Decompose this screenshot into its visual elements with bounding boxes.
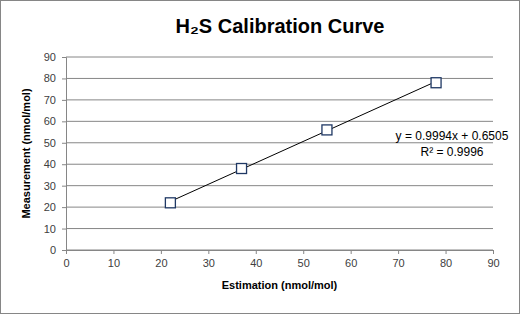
x-axis-line xyxy=(67,251,494,255)
x-tick-mark xyxy=(351,250,352,254)
grid-line xyxy=(66,121,493,122)
grid-line xyxy=(66,78,493,79)
y-axis: 0 10 20 30 40 50 60 70 80 90 xyxy=(44,51,67,256)
chart: 0 10 20 30 40 50 60 70 80 90 0 10 20 30 40 50 60 70 80 90 H₂… xyxy=(0,0,520,314)
x-tick: 80 xyxy=(440,250,452,269)
data-point xyxy=(237,164,247,174)
x-tick-mark xyxy=(493,250,494,254)
x-tick-label: 90 xyxy=(487,257,499,269)
x-tick-mark xyxy=(256,250,257,254)
x-tick-mark xyxy=(161,250,162,254)
x-tick: 50 xyxy=(298,250,310,269)
y-tick-mark xyxy=(62,186,66,187)
y-tick-mark xyxy=(62,229,66,230)
y-tick-mark xyxy=(62,250,66,251)
grid-line xyxy=(66,207,493,208)
y-tick: 10 xyxy=(44,223,66,235)
x-tick-label: 30 xyxy=(203,257,215,269)
y-tick-label: 20 xyxy=(44,201,56,213)
x-tick: 30 xyxy=(203,250,215,269)
chart-border xyxy=(1,1,520,314)
y-tick: 90 xyxy=(44,51,66,63)
grid-line xyxy=(66,99,493,100)
y-tick-label: 30 xyxy=(44,180,56,192)
x-tick: 20 xyxy=(155,250,167,269)
x-tick-mark xyxy=(446,250,447,254)
data-point xyxy=(322,125,332,135)
annotation: y = 0.9994x + 0.6505 xyxy=(396,129,509,143)
x-tick-label: 10 xyxy=(108,257,120,269)
x-tick: 0 xyxy=(63,250,69,269)
x-tick-mark xyxy=(303,250,304,254)
x-tick: 10 xyxy=(108,250,120,269)
y-axis-title: Measurement (nmol/mol) xyxy=(20,88,32,219)
x-tick-label: 70 xyxy=(392,257,404,269)
x-tick-label: 0 xyxy=(63,257,69,269)
grid xyxy=(66,57,493,250)
x-tick: 70 xyxy=(392,250,404,269)
y-axis-line xyxy=(62,58,67,251)
grid-line xyxy=(66,164,493,165)
y-tick-label: 50 xyxy=(44,137,56,149)
y-tick: 70 xyxy=(44,94,66,106)
x-tick-label: 50 xyxy=(298,257,310,269)
y-tick: 20 xyxy=(44,201,66,213)
y-tick: 40 xyxy=(44,158,66,170)
x-tick-mark xyxy=(208,250,209,254)
y-tick-mark xyxy=(62,121,66,122)
y-tick-mark xyxy=(62,100,66,101)
x-tick-mark xyxy=(113,250,114,254)
data-point xyxy=(431,78,441,88)
y-tick-label: 10 xyxy=(44,223,56,235)
y-tick-mark xyxy=(62,207,66,208)
x-tick: 40 xyxy=(250,250,262,269)
y-tick-mark xyxy=(62,78,66,79)
x-axis-title: Estimation (nmol/mol) xyxy=(222,279,338,291)
y-tick-mark xyxy=(62,143,66,144)
chart-title: H₂S Calibration Curve xyxy=(176,15,385,37)
y-tick: 0 xyxy=(50,244,66,256)
y-tick-label: 70 xyxy=(44,94,56,106)
y-tick: 50 xyxy=(44,137,66,149)
x-tick-label: 60 xyxy=(345,257,357,269)
y-tick: 30 xyxy=(44,180,66,192)
data-point xyxy=(165,198,175,208)
x-tick: 90 xyxy=(487,250,499,269)
x-axis: 0 10 20 30 40 50 60 70 80 90 xyxy=(63,250,499,269)
x-tick-mark xyxy=(398,250,399,254)
annotation: R² = 0.9996 xyxy=(420,145,483,159)
y-tick-label: 60 xyxy=(44,115,56,127)
y-tick-label: 90 xyxy=(44,51,56,63)
grid-line xyxy=(66,228,493,229)
y-tick-label: 80 xyxy=(44,72,56,84)
x-tick-label: 40 xyxy=(250,257,262,269)
grid-line xyxy=(66,185,493,186)
y-tick-mark xyxy=(62,164,66,165)
x-tick-label: 80 xyxy=(440,257,452,269)
grid-line xyxy=(66,57,493,58)
y-tick-label: 40 xyxy=(44,158,56,170)
y-tick-mark xyxy=(62,57,66,58)
y-tick: 80 xyxy=(44,72,66,84)
x-tick: 60 xyxy=(345,250,357,269)
x-tick-label: 20 xyxy=(155,257,167,269)
y-tick-label: 0 xyxy=(50,244,56,256)
y-tick: 60 xyxy=(44,115,66,127)
